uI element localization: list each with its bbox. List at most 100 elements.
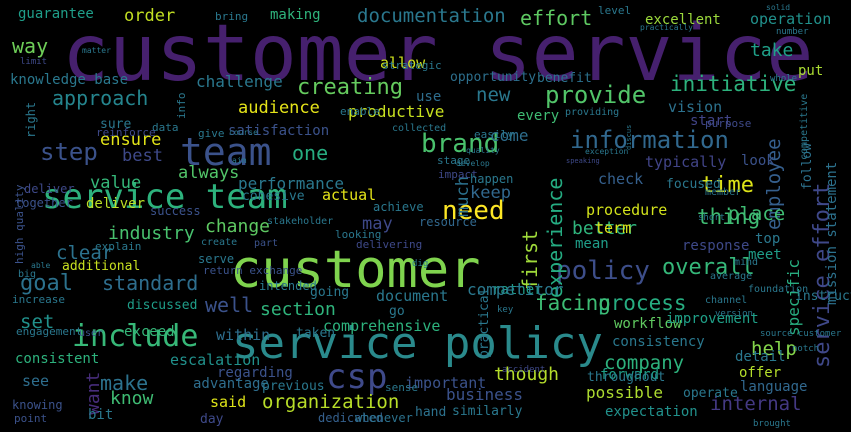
cloud-word: within bbox=[216, 326, 271, 344]
cloud-word: know bbox=[110, 388, 154, 409]
cloud-word: limit bbox=[20, 57, 48, 67]
cloud-word: delivering bbox=[356, 238, 423, 251]
cloud-word: achieve bbox=[373, 200, 424, 214]
cloud-word: excellent bbox=[645, 12, 721, 28]
cloud-word: industry bbox=[108, 223, 195, 244]
cloud-word: top bbox=[755, 231, 781, 247]
cloud-word: similarly bbox=[452, 404, 523, 419]
cloud-word: use bbox=[416, 89, 442, 105]
cloud-word: set bbox=[20, 311, 55, 333]
cloud-word: important bbox=[405, 374, 487, 392]
cloud-word: happen bbox=[470, 172, 514, 186]
cloud-word: need bbox=[442, 196, 505, 226]
cloud-word: value bbox=[90, 173, 142, 193]
cloud-word: give bbox=[198, 127, 225, 140]
cloud-word: purpose bbox=[705, 117, 752, 130]
cloud-word: version bbox=[715, 309, 753, 319]
cloud-word: dig bbox=[412, 259, 429, 269]
cloud-word: number bbox=[776, 27, 809, 37]
cloud-word: increase bbox=[12, 293, 65, 306]
cloud-word: resource bbox=[419, 215, 477, 229]
cloud-word: making bbox=[270, 7, 321, 23]
cloud-word: intended bbox=[259, 279, 317, 293]
cloud-word: quality bbox=[466, 146, 500, 155]
cloud-word: see bbox=[22, 372, 50, 390]
cloud-word: keep bbox=[470, 183, 511, 203]
cloud-word: process bbox=[598, 291, 687, 315]
cloud-word: success bbox=[150, 204, 201, 218]
cloud-word: make bbox=[100, 371, 149, 395]
cloud-word: brand bbox=[421, 129, 500, 159]
cloud-word: together bbox=[15, 196, 73, 210]
cloud-word: section bbox=[260, 299, 336, 320]
cloud-word: change bbox=[205, 216, 271, 237]
cloud-word: exception bbox=[585, 147, 629, 156]
cloud-word: well bbox=[205, 293, 254, 317]
cloud-word: overall bbox=[662, 255, 755, 280]
cloud-word: improvement bbox=[666, 311, 759, 327]
cloud-word: satisfaction bbox=[228, 123, 330, 139]
cloud-word: bit bbox=[88, 407, 114, 423]
cloud-word: able bbox=[31, 261, 51, 270]
cloud-word: competitor bbox=[467, 280, 564, 299]
cloud-word: discus bbox=[625, 124, 633, 150]
cloud-word: part bbox=[254, 238, 279, 249]
cloud-word: procedure bbox=[586, 201, 668, 219]
cloud-word: develop bbox=[456, 159, 490, 168]
cloud-word: member bbox=[705, 187, 742, 198]
cloud-word: internal bbox=[710, 393, 802, 415]
cloud-word: serve bbox=[198, 252, 235, 266]
cloud-word: going bbox=[310, 285, 350, 300]
cloud-word: strategic bbox=[382, 59, 442, 72]
cloud-word: take bbox=[750, 40, 794, 61]
cloud-word: language bbox=[740, 379, 808, 395]
cloud-word: day bbox=[200, 412, 224, 427]
cloud-word: source customer bbox=[760, 329, 842, 339]
cloud-word: effort bbox=[520, 6, 593, 30]
cloud-word: clear bbox=[56, 242, 114, 264]
cloud-word: big bbox=[18, 269, 37, 280]
cloud-word: company bbox=[604, 352, 685, 374]
cloud-word: providing bbox=[565, 107, 620, 118]
cloud-word: documentation bbox=[357, 5, 506, 27]
cloud-word: organization bbox=[262, 391, 400, 413]
cloud-word: operate bbox=[683, 386, 738, 401]
cloud-word: competitive bbox=[799, 93, 810, 160]
cloud-word: information bbox=[570, 126, 729, 154]
cloud-word: include bbox=[72, 319, 199, 354]
cloud-word: come bbox=[490, 126, 529, 145]
cloud-word: whole bbox=[770, 74, 798, 84]
cloud-word: opportunity bbox=[450, 70, 537, 85]
cloud-word: channel bbox=[705, 295, 748, 306]
cloud-word: previous bbox=[262, 379, 325, 394]
cloud-word: customer bbox=[230, 240, 481, 300]
cloud-word: sense bbox=[385, 381, 419, 394]
cloud-word: provide bbox=[545, 81, 647, 109]
cloud-word: accident bbox=[502, 365, 546, 375]
cloud-word: help bbox=[751, 338, 797, 360]
cloud-word: allow bbox=[380, 54, 426, 72]
cloud-word: look bbox=[741, 153, 775, 169]
cloud-word: document bbox=[376, 287, 449, 305]
cloud-word: detail bbox=[735, 349, 786, 365]
cloud-word: meet bbox=[748, 247, 782, 263]
cloud-word: taken bbox=[296, 326, 336, 341]
cloud-word: discussed bbox=[127, 298, 198, 313]
cloud-word: throughout bbox=[587, 370, 666, 385]
cloud-word: expectation bbox=[605, 404, 698, 420]
cloud-word: rather bbox=[492, 282, 543, 298]
cloud-word: service team bbox=[42, 177, 288, 217]
cloud-word: step bbox=[40, 138, 98, 166]
cloud-word: brought bbox=[753, 419, 791, 429]
cloud-word: knowledge base bbox=[10, 72, 129, 88]
cloud-word: return exchange bbox=[203, 264, 303, 277]
cloud-word: new bbox=[476, 84, 511, 106]
cloud-word: best bbox=[122, 146, 163, 166]
cloud-word: ensure bbox=[100, 130, 162, 150]
cloud-word: exceed bbox=[124, 324, 175, 340]
cloud-word: said bbox=[210, 393, 247, 411]
cloud-word: sure bbox=[100, 117, 132, 132]
cloud-word: standard bbox=[102, 271, 199, 295]
cloud-word: mission statement bbox=[824, 161, 840, 305]
cloud-word: approach bbox=[52, 86, 149, 110]
